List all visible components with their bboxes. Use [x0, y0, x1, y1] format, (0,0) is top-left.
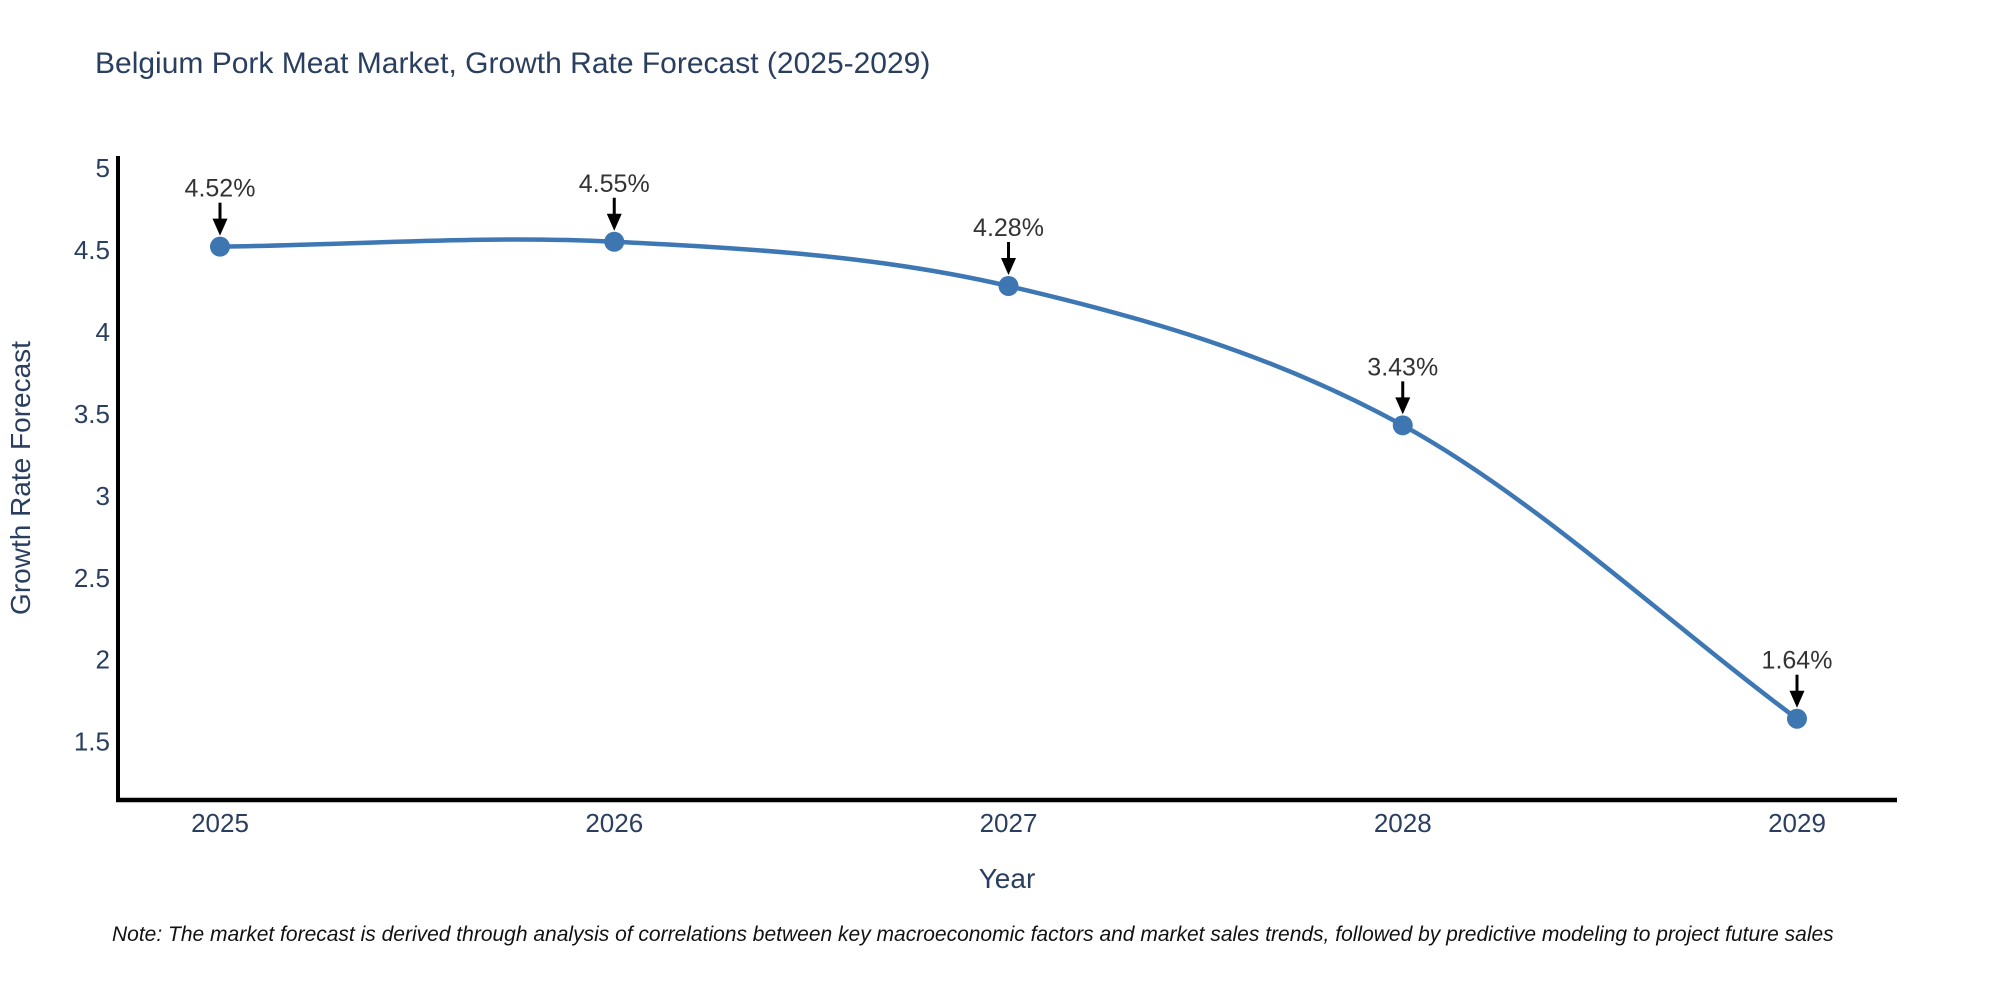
y-tick-label: 1.5 — [74, 727, 110, 757]
annotation-arrow-head — [606, 213, 622, 231]
annotation-arrow-head — [1789, 690, 1805, 708]
footnote: Note: The market forecast is derived thr… — [112, 923, 1834, 946]
point-value-label: 4.28% — [973, 214, 1044, 242]
point-value-label: 3.43% — [1367, 353, 1438, 381]
annotation-arrow-head — [1001, 258, 1016, 276]
x-axis-title: Year — [979, 863, 1036, 894]
y-tick-label: 5 — [96, 153, 110, 183]
y-tick-label: 2 — [96, 645, 110, 675]
y-tick-label: 2.5 — [74, 563, 110, 593]
data-point-marker — [210, 236, 230, 257]
y-tick-label: 4.5 — [74, 235, 110, 265]
x-axis-tick-labels: 2025 2026 2027 2028 2029 — [191, 808, 1826, 838]
annotation-arrow-head — [1395, 397, 1411, 415]
forecast-line — [217, 237, 1800, 721]
annotation-arrow-head — [212, 218, 228, 236]
y-tick-label: 3.5 — [74, 399, 110, 429]
y-axis-tick-labels: 1.5 2 2.5 3 3.5 4 4.5 5 — [74, 153, 110, 757]
data-point-marker — [604, 231, 625, 252]
x-tick-label: 2029 — [1768, 808, 1826, 838]
x-tick-label: 2025 — [191, 808, 249, 838]
forecast-line-series — [210, 231, 1807, 729]
point-value-label: 1.64% — [1762, 647, 1833, 675]
point-value-label: 4.55% — [579, 170, 650, 198]
x-tick-label: 2027 — [980, 808, 1038, 838]
data-point-marker — [1392, 415, 1413, 436]
chart-title: Belgium Pork Meat Market, Growth Rate Fo… — [95, 47, 930, 80]
y-tick-label: 4 — [96, 317, 110, 347]
data-point-marker — [998, 276, 1019, 297]
y-axis-title: Growth Rate Forecast — [5, 341, 36, 615]
data-point-marker — [1787, 708, 1807, 729]
point-annotations: 4.52% 4.55% 4.28% 3.43% 1.64% — [185, 170, 1833, 708]
point-value-label: 4.52% — [185, 175, 256, 203]
y-tick-label: 3 — [96, 481, 110, 511]
x-tick-label: 2028 — [1374, 808, 1432, 838]
x-tick-label: 2026 — [585, 808, 643, 838]
